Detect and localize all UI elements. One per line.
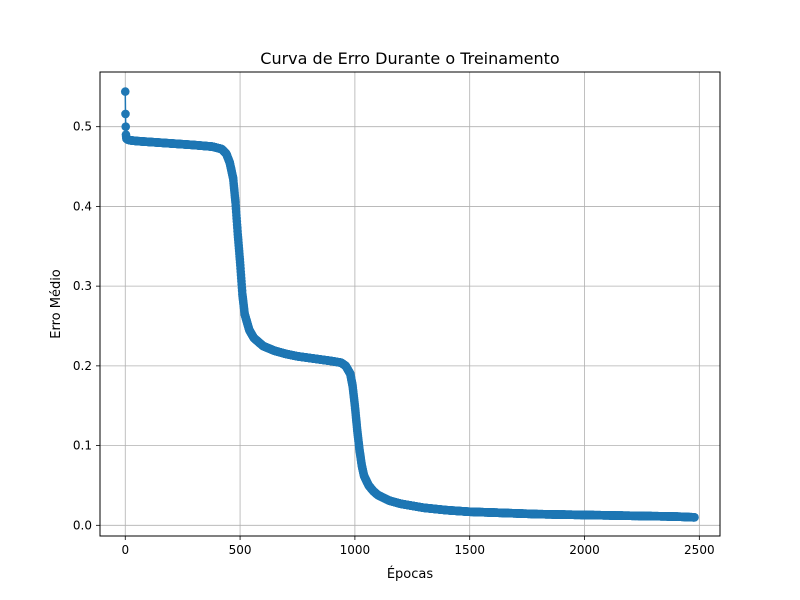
axes-frame	[99, 71, 721, 537]
x-tick-label: 0	[121, 543, 129, 557]
data-point	[121, 109, 130, 119]
x-tick-label: 2500	[684, 543, 715, 557]
x-tick-label: 2000	[569, 543, 600, 557]
y-axis-ticks: 0.0 0.1 0.2 0.3 0.4 0.5	[73, 120, 100, 532]
y-axis-label: Erro Médio	[49, 269, 64, 339]
y-tick-label: 0.5	[73, 120, 92, 134]
chart-title: Curva de Erro Durante o Treinamento	[260, 49, 559, 68]
data-point	[121, 122, 131, 131]
series-marker-layer	[120, 87, 699, 522]
data-point	[120, 87, 130, 96]
x-axis-ticks: 0 500 1000 1500 2000 2500	[121, 536, 715, 557]
y-tick-label: 0.4	[73, 199, 92, 213]
x-tick-label: 1500	[454, 543, 485, 557]
grid	[100, 72, 720, 536]
data-point	[690, 513, 699, 522]
x-tick-label: 1000	[340, 543, 371, 557]
y-tick-label: 0.2	[73, 359, 92, 373]
x-axis-label: Épocas	[387, 566, 434, 582]
y-tick-label: 0.1	[73, 439, 92, 453]
x-tick-label: 500	[229, 543, 252, 557]
y-tick-label: 0.3	[73, 279, 92, 293]
y-tick-label: 0.0	[73, 518, 92, 532]
